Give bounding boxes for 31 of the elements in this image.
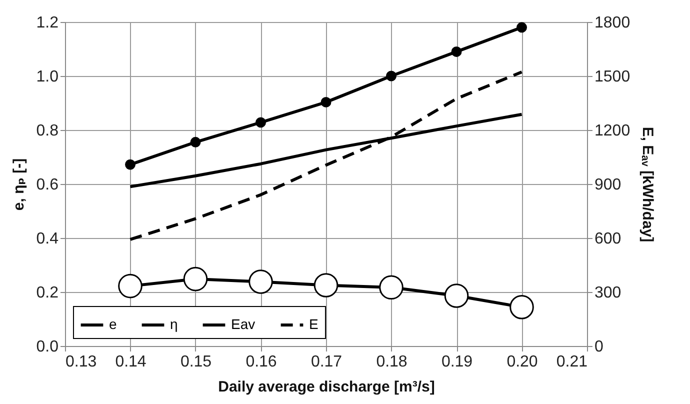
x-tick-label: 0.14 [115, 354, 146, 370]
legend-label: e [109, 316, 117, 332]
y2-tick-label: 900 [594, 176, 622, 194]
x-tick-label: 0.16 [246, 354, 277, 370]
x-tick-label: 0.13 [66, 354, 97, 370]
x-axis-title: Daily average discharge [m³/s] [218, 378, 435, 396]
x-tick-label: 0.19 [441, 354, 473, 370]
y-tick-label: 0.2 [36, 284, 59, 302]
y2-tick-label: 600 [594, 230, 622, 248]
y-axis-title: e, ηₚ [-] [10, 158, 28, 211]
legend-label: Eav [231, 316, 256, 332]
y-tick-label: 0.6 [36, 176, 59, 194]
legend-label: η [170, 316, 178, 332]
y-tick-label: 0.8 [36, 122, 59, 140]
y2-tick-label: 0 [594, 338, 604, 356]
x-tick-label: 0.17 [310, 354, 342, 370]
y-tick-label: 0.4 [36, 230, 59, 248]
y2-tick-label: 1800 [594, 14, 630, 32]
y2-tick-label: 1200 [594, 122, 630, 140]
y2-axis-title: E, Eₐᵥ [kWh/day] [639, 126, 656, 242]
y-tick-label: 1.2 [36, 14, 59, 32]
y2-tick-label: 300 [594, 284, 622, 302]
x-tick-label: 0.15 [180, 354, 212, 370]
x-tick-label: 0.20 [506, 354, 538, 370]
line-series [128, 70, 524, 241]
y-tick-label: 0.0 [36, 338, 59, 356]
x-tick-label: 0.18 [376, 354, 408, 370]
y2-tick-label: 1500 [594, 68, 630, 86]
legend-label: E [309, 316, 318, 332]
x-tick-label: 0.21 [556, 354, 588, 370]
y-tick-label: 1.0 [36, 68, 59, 86]
